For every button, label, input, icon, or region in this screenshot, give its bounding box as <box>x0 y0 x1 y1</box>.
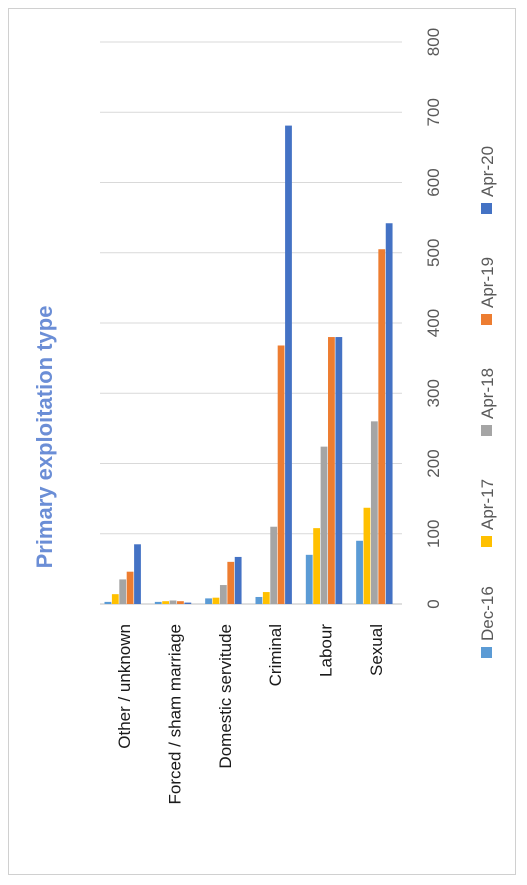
bar-domestic-servitude-apr-20 <box>234 556 242 604</box>
bar-criminal-apr-20 <box>285 125 292 604</box>
category-label: Domestic servitude <box>216 624 235 769</box>
bar-sexual-apr-18 <box>370 421 378 604</box>
bar-sexual-dec-16 <box>356 540 363 604</box>
bar-forced-sham-marriage-apr-18 <box>169 600 177 604</box>
bar-forced-sham-marriage-dec-16 <box>154 601 162 604</box>
bar-criminal-dec-16 <box>255 596 263 604</box>
bar-domestic-servitude-apr-18 <box>219 585 227 604</box>
value-tick-label: 100 <box>424 520 443 548</box>
category-label: Other / unknown <box>115 624 134 749</box>
category-label: Labour <box>316 624 335 677</box>
value-tick-label: 300 <box>424 379 443 407</box>
bar-labour-apr-17 <box>313 528 321 604</box>
value-tick-label: 400 <box>424 309 443 337</box>
bar-domestic-servitude-dec-16 <box>205 598 212 604</box>
legend-swatch-dec-16 <box>481 647 492 658</box>
legend-swatch-apr-17 <box>481 536 492 547</box>
bar-criminal-apr-19 <box>277 345 285 604</box>
legend-label-dec-16: Dec-16 <box>478 586 497 641</box>
bar-labour-dec-16 <box>305 554 313 604</box>
value-tick-label: 0 <box>424 599 443 608</box>
bar-domestic-servitude-apr-17 <box>212 597 220 604</box>
bar-sexual-apr-19 <box>378 249 386 605</box>
bar-forced-sham-marriage-apr-17 <box>162 601 170 604</box>
bar-labour-apr-18 <box>320 446 328 604</box>
value-tick-label: 500 <box>424 239 443 267</box>
bar-other-unknown-apr-18 <box>119 579 127 604</box>
category-label: Sexual <box>367 624 386 676</box>
category-label: Forced / sham marriage <box>165 624 184 804</box>
value-tick-label: 600 <box>424 168 443 196</box>
bar-forced-sham-marriage-apr-19 <box>177 601 184 604</box>
bar-other-unknown-apr-17 <box>111 594 119 604</box>
bar-labour-apr-19 <box>328 337 335 604</box>
value-tick-label: 700 <box>424 98 443 126</box>
value-tick-label: 200 <box>424 449 443 477</box>
legend-label-apr-20: Apr-20 <box>478 146 497 197</box>
value-tick-label: 800 <box>424 28 443 56</box>
legend-label-apr-17: Apr-17 <box>478 479 497 530</box>
chart-frame <box>8 8 516 875</box>
bar-other-unknown-apr-20 <box>134 544 141 604</box>
bar-sexual-apr-17 <box>363 507 371 604</box>
bar-forced-sham-marriage-apr-20 <box>184 602 192 604</box>
legend-swatch-apr-18 <box>481 425 492 436</box>
bar-other-unknown-apr-19 <box>126 571 134 604</box>
legend-label-apr-18: Apr-18 <box>478 368 497 419</box>
legend-label-apr-19: Apr-19 <box>478 257 497 308</box>
legend-swatch-apr-19 <box>481 314 492 325</box>
bar-domestic-servitude-apr-19 <box>227 561 235 604</box>
bar-criminal-apr-17 <box>262 592 270 604</box>
category-label: Criminal <box>266 624 285 686</box>
bar-labour-apr-20 <box>335 337 343 604</box>
bar-sexual-apr-20 <box>385 223 393 604</box>
bar-other-unknown-dec-16 <box>104 601 112 604</box>
legend-swatch-apr-20 <box>481 203 492 214</box>
chart-title: Primary exploitation type <box>32 306 57 569</box>
bar-criminal-apr-18 <box>270 526 278 604</box>
